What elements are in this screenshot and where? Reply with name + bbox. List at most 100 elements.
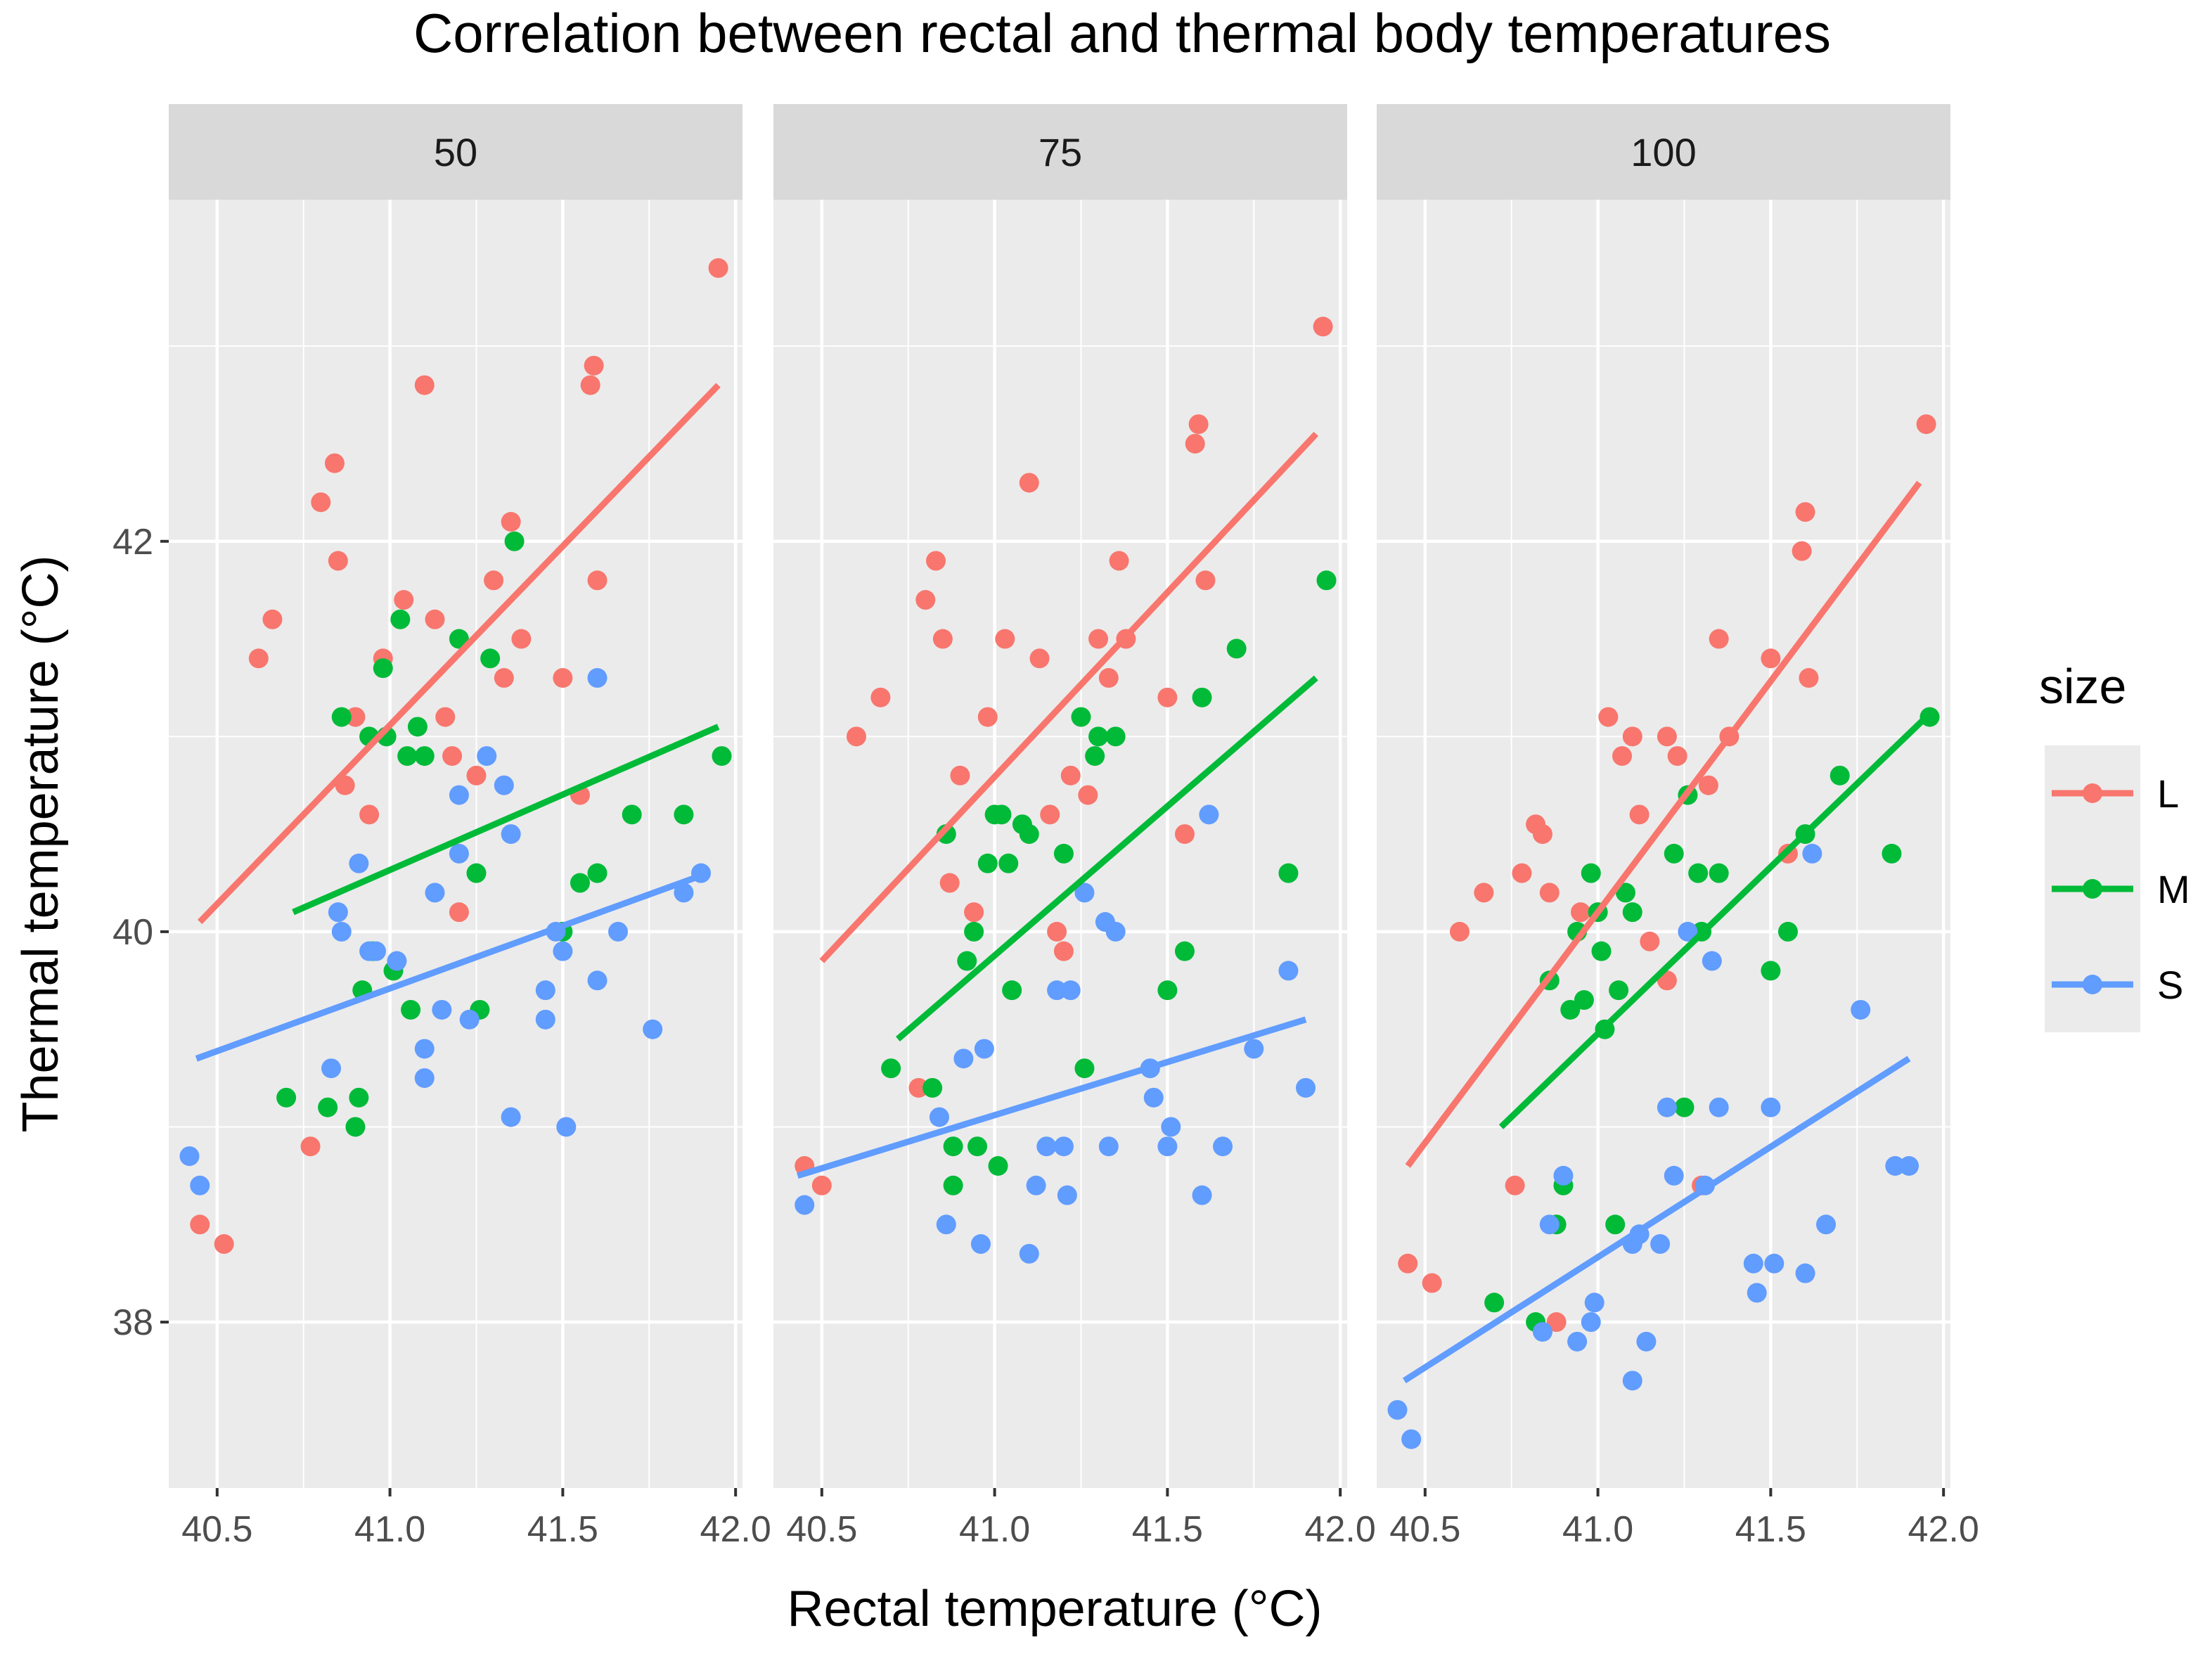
- data-point-S: [1213, 1136, 1233, 1157]
- fit-line-L: [1405, 480, 1922, 1168]
- data-point-L: [932, 629, 953, 649]
- data-point-M: [1830, 765, 1850, 785]
- data-point-S: [1053, 1136, 1074, 1157]
- data-point-L: [1088, 629, 1109, 649]
- data-point-L: [425, 609, 445, 629]
- data-point-S: [1795, 1263, 1815, 1283]
- fit-line-L: [198, 383, 721, 925]
- data-point-S: [1057, 1185, 1077, 1205]
- data-point-L: [1505, 1175, 1525, 1195]
- data-point-L: [248, 648, 269, 669]
- facet-strip-label: 100: [1631, 130, 1696, 174]
- data-point-M: [1071, 707, 1091, 727]
- data-point-L: [435, 707, 456, 727]
- data-point-L: [1657, 726, 1677, 747]
- data-point-L: [915, 590, 936, 610]
- data-point-S: [535, 980, 555, 1001]
- data-point-S: [1532, 1321, 1552, 1342]
- x-tick-label: 41.5: [527, 1509, 598, 1550]
- panel-background: [773, 200, 1347, 1488]
- data-point-L: [262, 609, 283, 629]
- data-point-M: [504, 531, 525, 551]
- data-point-M: [587, 863, 607, 883]
- data-point-L: [977, 707, 998, 727]
- data-point-M: [1674, 1097, 1695, 1117]
- data-point-L: [1019, 473, 1039, 493]
- data-point-L: [580, 375, 600, 395]
- data-point-S: [459, 1009, 480, 1030]
- facet-panel-100: 100 40.5 41.0 41.5 42.0: [1377, 104, 1979, 1550]
- data-point-M: [1074, 1058, 1095, 1079]
- y-tick-label: 42: [112, 522, 153, 563]
- data-point-M: [1777, 921, 1798, 942]
- data-point-L: [1040, 804, 1060, 825]
- data-point-M: [390, 609, 411, 629]
- data-point-S: [1802, 843, 1822, 864]
- data-point-S: [1664, 1165, 1684, 1186]
- data-point-S: [929, 1107, 949, 1127]
- data-point-S: [1278, 961, 1299, 981]
- data-point-S: [608, 921, 629, 942]
- data-point-L: [1512, 863, 1532, 883]
- data-point-S: [535, 1009, 555, 1030]
- data-point-S: [587, 668, 607, 688]
- data-point-S: [1885, 1156, 1905, 1176]
- data-point-S: [1019, 1243, 1039, 1264]
- data-point-L: [494, 668, 514, 688]
- data-point-M: [1002, 980, 1022, 1001]
- data-point-S: [1636, 1331, 1657, 1352]
- data-point-M: [1574, 990, 1594, 1011]
- data-point-S: [1702, 951, 1722, 971]
- data-point-L: [311, 492, 331, 513]
- data-point-L: [484, 570, 504, 591]
- data-point-S: [1026, 1175, 1046, 1195]
- data-point-M: [998, 853, 1019, 873]
- data-point-M: [1105, 726, 1126, 747]
- data-point-L: [708, 258, 728, 278]
- data-point-M: [1019, 824, 1039, 845]
- fit-line-M: [292, 724, 720, 916]
- data-point-L: [1629, 804, 1650, 825]
- data-point-S: [414, 1068, 435, 1089]
- data-point-M: [957, 951, 977, 971]
- data-point-M: [1088, 726, 1109, 747]
- data-point-L: [1313, 316, 1333, 337]
- data-point-S: [1244, 1039, 1264, 1059]
- data-point-M: [988, 1156, 1008, 1176]
- data-point-L: [214, 1234, 234, 1255]
- data-point-M: [1591, 941, 1612, 961]
- x-tick-label: 40.5: [786, 1509, 857, 1550]
- y-tick-label: 40: [112, 912, 153, 953]
- facet-strip: [169, 104, 742, 200]
- data-point-S: [494, 775, 514, 795]
- data-point-S: [1047, 980, 1067, 1001]
- data-point-L: [1539, 883, 1560, 903]
- data-point-S: [1157, 1136, 1178, 1157]
- x-tick-label: 40.5: [1389, 1509, 1460, 1550]
- data-point-L: [1195, 570, 1216, 591]
- data-point-S: [1678, 921, 1698, 942]
- data-point-L: [345, 707, 366, 727]
- data-point-S: [936, 1214, 956, 1235]
- fit-line-S: [195, 870, 709, 1062]
- data-point-M: [1278, 863, 1299, 883]
- data-point-M: [466, 863, 487, 883]
- data-point-M: [414, 746, 435, 767]
- data-point-L: [811, 1175, 832, 1195]
- data-point-S: [1387, 1399, 1408, 1420]
- data-point-L: [511, 629, 532, 649]
- data-point-L: [964, 902, 984, 923]
- x-tick-label: 42.0: [1305, 1509, 1376, 1550]
- data-point-M: [345, 1117, 366, 1137]
- data-point-M: [922, 1077, 943, 1098]
- data-point-L: [324, 453, 345, 473]
- data-point-L: [1698, 775, 1718, 795]
- data-point-L: [466, 765, 487, 785]
- data-point-S: [1747, 1283, 1767, 1303]
- x-tick-label: 42.0: [1908, 1509, 1979, 1550]
- facet-panel-50: 50 40.5 41.0 41.5 42.0: [169, 104, 771, 1550]
- y-tick-label: 38: [112, 1302, 153, 1343]
- data-point-S: [501, 1107, 521, 1127]
- series-L-points: [190, 258, 728, 1255]
